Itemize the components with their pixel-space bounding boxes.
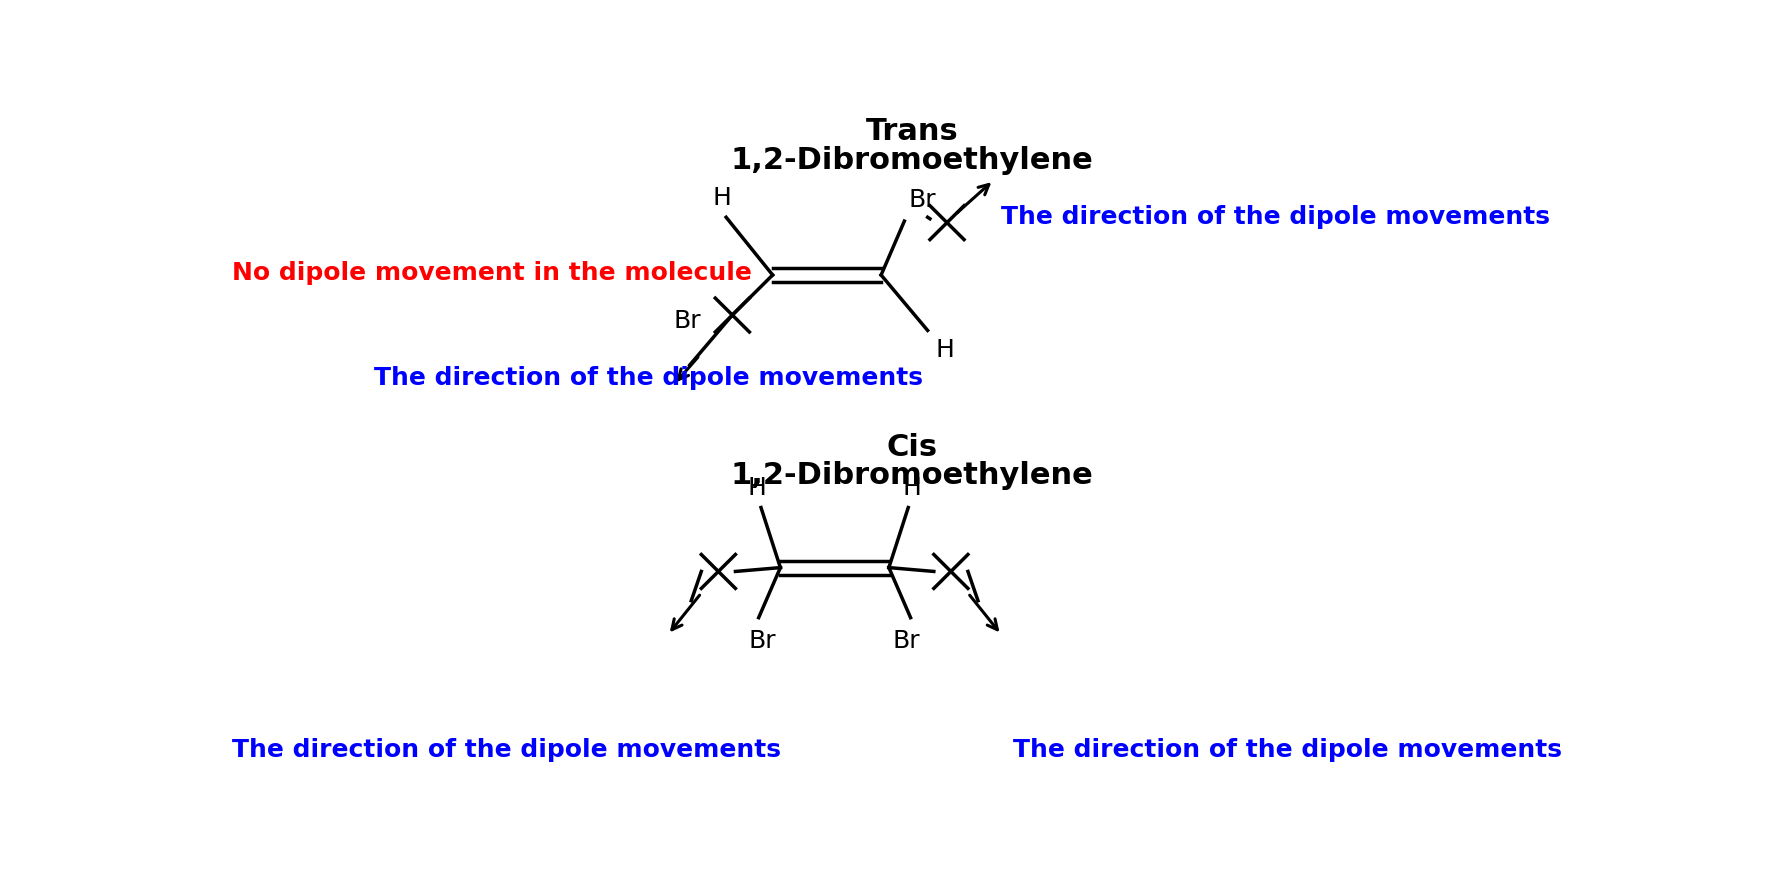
Text: Trans: Trans <box>866 117 959 146</box>
Text: Br: Br <box>909 187 936 212</box>
Text: The direction of the dipole movements: The direction of the dipole movements <box>231 737 781 762</box>
Text: Br: Br <box>893 629 920 653</box>
Text: Br: Br <box>674 309 701 334</box>
Text: H: H <box>747 476 767 500</box>
Text: H: H <box>713 186 731 209</box>
Text: 1,2-Dibromoethylene: 1,2-Dibromoethylene <box>731 461 1094 490</box>
Text: The direction of the dipole movements: The direction of the dipole movements <box>1012 737 1562 762</box>
Text: No dipole movement in the molecule: No dipole movement in the molecule <box>231 261 751 285</box>
Text: Cis: Cis <box>886 433 938 462</box>
Text: 1,2-Dibromoethylene: 1,2-Dibromoethylene <box>731 145 1094 174</box>
Text: H: H <box>936 338 954 363</box>
Text: The direction of the dipole movements: The direction of the dipole movements <box>374 366 923 390</box>
Text: The direction of the dipole movements: The direction of the dipole movements <box>1002 205 1550 230</box>
Text: Br: Br <box>749 629 776 653</box>
Text: H: H <box>902 476 922 500</box>
